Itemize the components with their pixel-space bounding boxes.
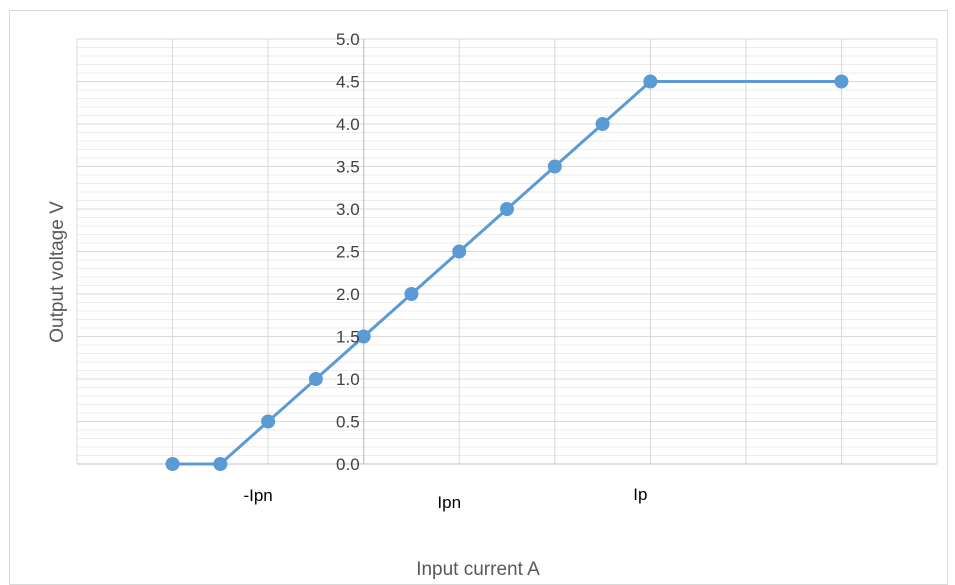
- y-tick-label: 0.5: [336, 413, 360, 432]
- y-tick-label: 4.5: [336, 73, 360, 92]
- y-tick-label: 2.5: [336, 243, 360, 262]
- grid: [76, 38, 938, 465]
- data-point: [165, 457, 180, 471]
- series: [165, 74, 849, 471]
- y-tick-label: 1.0: [336, 370, 360, 389]
- data-point: [834, 74, 849, 89]
- series-line: [172, 80, 842, 466]
- data-point: [500, 202, 514, 216]
- x-category-label: -Ipn: [243, 486, 272, 505]
- y-tick-label: 0.0: [336, 455, 360, 474]
- labels: 0.0 0.5 1.0 1.5 2.0 2.5 3.0 3.5 4.0 4.5 5.0 -Ipn Ipn…: [243, 30, 647, 512]
- data-point: [308, 372, 323, 386]
- y-tick-label: 3.0: [336, 200, 360, 219]
- x-category-label: Ip: [633, 485, 647, 504]
- y-axis-title: Output voltage V: [47, 201, 68, 343]
- y-tick-label: 4.0: [336, 115, 360, 134]
- data-point: [356, 329, 371, 344]
- data-point: [547, 159, 562, 174]
- y-tick-label: 3.5: [336, 158, 360, 177]
- data-point: [643, 74, 658, 89]
- x-category-label: Ipn: [437, 493, 461, 512]
- data-point: [595, 117, 610, 131]
- data-point: [261, 414, 276, 429]
- data-point: [404, 287, 419, 301]
- chart-frame: [9, 10, 948, 585]
- y-tick-label: 5.0: [336, 30, 360, 49]
- y-tick-label: 1.5: [336, 328, 360, 347]
- y-tick-label: 2.0: [336, 285, 360, 304]
- x-axis-title: Input current A: [416, 559, 540, 580]
- data-point: [213, 457, 228, 471]
- data-point: [452, 244, 467, 259]
